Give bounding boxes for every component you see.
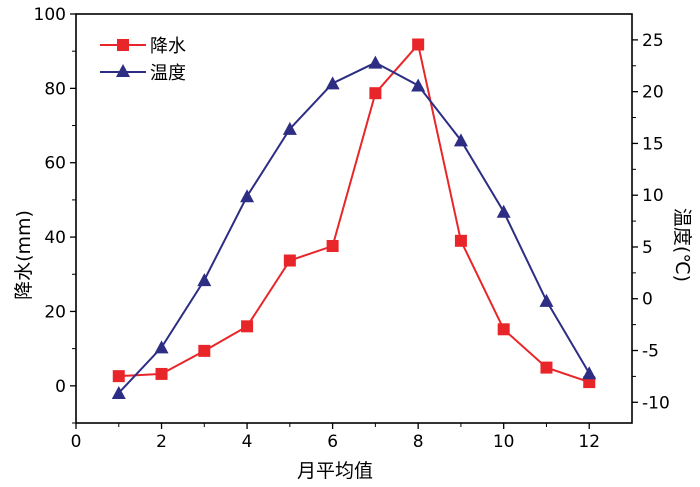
temp-point	[240, 189, 255, 203]
temp-point	[496, 204, 511, 218]
legend-label-precip: 降水	[150, 36, 186, 57]
temp-point	[111, 385, 126, 399]
precip-point	[283, 254, 296, 267]
precip-point	[540, 361, 553, 374]
y-left-tick-label: 100	[34, 5, 66, 25]
temp-point	[411, 78, 426, 92]
x-tick-label: 2	[156, 432, 167, 452]
y-right-tick-label: 15	[642, 134, 664, 154]
y-left-axis-title: 降水(mm)	[13, 210, 35, 300]
legend: 降水 温度	[100, 36, 186, 84]
series-line-1	[118, 42, 590, 384]
temp-point	[539, 293, 554, 307]
legend-precip-marker	[117, 39, 129, 51]
y-right-tick-label: 25	[642, 31, 664, 51]
y-left-tick-label: 60	[44, 154, 66, 174]
precip-point	[454, 234, 467, 247]
temp-point	[282, 121, 297, 135]
precip-point	[369, 87, 382, 100]
y-left-tick-label: 20	[44, 302, 66, 322]
x-tick-label: 6	[327, 432, 338, 452]
x-axis-title: 月平均值	[297, 460, 373, 482]
precip-point	[497, 323, 510, 336]
y-left-tick-label: 0	[55, 377, 66, 397]
x-tick-label: 12	[578, 432, 600, 452]
x-tick-label: 8	[413, 432, 424, 452]
precip-point	[326, 240, 339, 253]
precip-point	[155, 367, 168, 380]
y-right-tick-label: 0	[642, 290, 653, 310]
temp-point	[453, 133, 468, 147]
x-tick-label: 4	[242, 432, 253, 452]
temp-point	[325, 76, 340, 90]
y-right-tick-label: 20	[642, 83, 664, 103]
temp-point	[154, 340, 169, 354]
y-right-tick-label: 5	[642, 238, 653, 258]
plot-frame	[75, 13, 633, 424]
axes: 0 2 4 6 8 10 12 0 20 40 60 80 100 -10 -5 0 5 10 15 20 25	[34, 5, 670, 452]
series-line-2	[118, 61, 591, 394]
series-layer	[111, 38, 597, 399]
temp-point	[197, 273, 212, 287]
y-right-tick-label: -10	[642, 393, 670, 413]
legend-label-temp: 温度	[150, 63, 186, 84]
temp-point	[368, 55, 383, 69]
x-tick-label: 10	[493, 432, 515, 452]
precip-point	[241, 320, 254, 333]
y-left-tick-label: 80	[44, 79, 66, 99]
precip-point	[412, 38, 425, 51]
temp-point	[582, 366, 597, 380]
y-right-tick-label: 10	[642, 186, 664, 206]
precip-point	[112, 370, 125, 383]
y-right-axis-title: 温度(℃)	[671, 208, 693, 282]
precip-point	[198, 344, 211, 357]
x-tick-label: 0	[71, 432, 82, 452]
y-right-tick-label: -5	[642, 342, 659, 362]
y-left-tick-label: 40	[44, 228, 66, 248]
legend-temp-marker	[116, 64, 130, 77]
